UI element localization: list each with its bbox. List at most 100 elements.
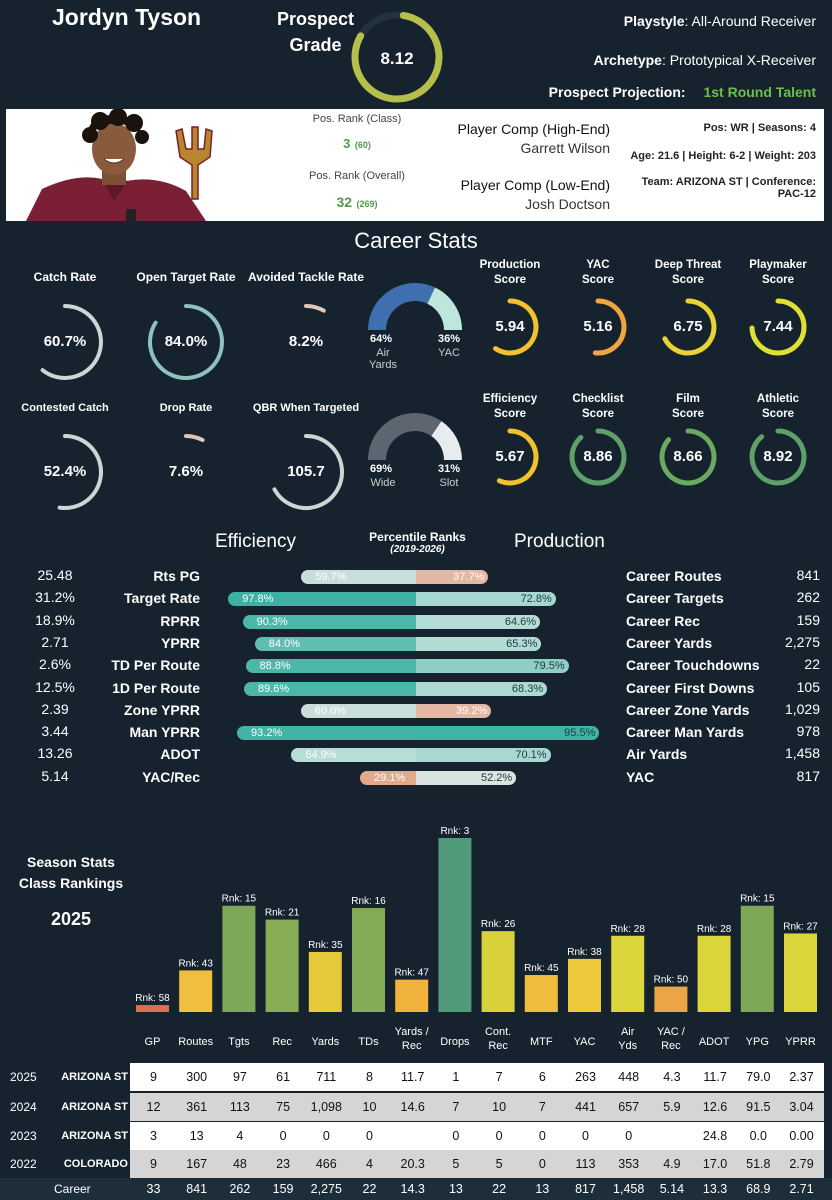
row-team: ARIZONA ST xyxy=(61,1071,128,1083)
table-cell: 10 xyxy=(492,1100,507,1114)
score-label-line1: Playmaker xyxy=(749,259,807,271)
score-label-line1: Production xyxy=(479,259,541,271)
category-label: Cont. xyxy=(485,1026,511,1038)
production-title: Production xyxy=(514,531,605,552)
score-label: Checklist Score xyxy=(548,392,648,422)
gauge-label: Catch Rate xyxy=(33,270,97,284)
table-cell: 441 xyxy=(575,1100,596,1114)
score-label-line2: Score xyxy=(582,274,614,286)
rank-bar-label: Rnk: 35 xyxy=(308,940,343,951)
production-value: 978 xyxy=(796,723,820,740)
split-b-label: Slot xyxy=(439,477,459,489)
archetype-value: Prototypical X-Receiver xyxy=(669,52,816,68)
split-segment-a xyxy=(368,283,436,331)
split-b-label: YAC xyxy=(438,347,460,359)
score-gauge xyxy=(592,298,627,356)
score-label-line2: Score xyxy=(762,274,794,286)
score-arc xyxy=(496,428,539,486)
comp-high-value: Garrett Wilson xyxy=(520,140,610,156)
category-label: Rec xyxy=(661,1040,681,1052)
production-pct: 79.5% xyxy=(533,660,565,673)
rank-bar xyxy=(265,919,299,1012)
production-value: 1,458 xyxy=(784,745,820,762)
table-cell: 51.8 xyxy=(746,1157,771,1171)
production-pct: 37.7% xyxy=(453,571,485,583)
production-metric: Career Man Yards xyxy=(626,724,745,741)
table-cell: 17.0 xyxy=(702,1157,728,1171)
table-cell: 7 xyxy=(538,1100,546,1114)
split-a-pct: 69% xyxy=(369,463,393,475)
percentile-title-text: Percentile Ranks xyxy=(369,530,466,544)
rank-bar xyxy=(352,908,385,1012)
pos-rank-class-value: 3 xyxy=(343,136,351,151)
percentile-title: Percentile Ranks (2019-2026) xyxy=(350,530,485,555)
table-cell: 167 xyxy=(186,1157,208,1171)
efficiency-bar xyxy=(237,726,424,741)
row-year: 2025 xyxy=(10,1070,37,1084)
production-pct: 68.3% xyxy=(511,682,544,695)
score-label-line2: Score xyxy=(672,408,704,420)
split-segment-b xyxy=(426,287,462,331)
production-pct: 65.3% xyxy=(506,637,538,650)
score-arc xyxy=(493,298,539,356)
gauge-label: Avoided Tackle Rate xyxy=(247,270,365,284)
score-value: 7.44 xyxy=(763,318,793,335)
category-label: Yds xyxy=(618,1040,637,1052)
table-cell: 711 xyxy=(316,1070,337,1084)
rank-bar-label: Rnk: 26 xyxy=(481,919,516,930)
efficiency-metric: RPRR xyxy=(160,612,200,629)
split-a-label: Air Yards xyxy=(369,347,397,371)
gauge-value: 84.0% xyxy=(164,333,208,350)
rank-bar-label: Rnk: 15 xyxy=(740,894,775,905)
rank-bar xyxy=(438,838,472,1012)
table-cell: 0.0 xyxy=(749,1129,767,1143)
production-bar xyxy=(416,703,492,718)
table-cell: 1 xyxy=(452,1070,460,1084)
score-label-line2: Score xyxy=(494,274,526,286)
rank-bar-label: Rnk: 43 xyxy=(178,958,213,969)
pos-rank-overall-value: 32 xyxy=(336,194,353,210)
score-value: 8.86 xyxy=(583,448,613,465)
rank-bar-label: Rnk: 27 xyxy=(783,921,818,932)
player-photo xyxy=(6,109,238,221)
prospect-grade-value: 8.12 xyxy=(380,49,413,68)
split-segment-a xyxy=(368,413,442,461)
career-cell: 841 xyxy=(186,1182,208,1196)
category-label: YAC xyxy=(574,1036,596,1048)
production-value: 2,275 xyxy=(784,633,820,650)
category-label: GP xyxy=(145,1036,161,1048)
score-label: Deep Threat Score xyxy=(638,258,738,288)
efficiency-bar xyxy=(228,592,424,607)
efficiency-pct: 59.7% xyxy=(315,571,347,583)
production-metric: Career Touchdowns xyxy=(626,657,760,674)
production-metric: YAC xyxy=(626,768,655,785)
production-metric: Career Yards xyxy=(626,634,713,651)
rank-bar-label: Rnk: 15 xyxy=(222,894,257,905)
table-cell: 24.8 xyxy=(702,1129,728,1143)
rank-bar-label: Rnk: 50 xyxy=(654,975,689,986)
table-cell: 5 xyxy=(495,1157,503,1171)
rank-bar xyxy=(654,986,688,1012)
split-segment-b xyxy=(430,421,462,461)
category-label: YPG xyxy=(746,1036,769,1048)
score-gauge xyxy=(749,428,807,486)
table-cell: 0 xyxy=(452,1129,460,1143)
career-cell: 2.71 xyxy=(789,1182,814,1196)
efficiency-bar xyxy=(243,681,424,696)
production-pct: 52.2% xyxy=(481,771,513,784)
score-label: Production Score xyxy=(460,258,560,288)
table-cell: 48 xyxy=(232,1157,247,1171)
comp-high-label: Player Comp (High-End) xyxy=(457,121,611,137)
table-cell: 113 xyxy=(575,1157,596,1171)
rank-bar xyxy=(568,958,601,1012)
table-cell: 0 xyxy=(279,1129,287,1143)
table-cell: 75 xyxy=(276,1100,291,1114)
table-cell: 448 xyxy=(618,1070,640,1084)
table-cell: 300 xyxy=(186,1070,208,1084)
production-value: 1,029 xyxy=(784,700,820,717)
efficiency-pct: 29.1% xyxy=(374,771,406,784)
efficiency-bar xyxy=(245,659,424,674)
table-cell: 14.6 xyxy=(400,1100,425,1114)
table-cell: 9 xyxy=(150,1157,157,1171)
score-value: 8.92 xyxy=(763,448,793,465)
